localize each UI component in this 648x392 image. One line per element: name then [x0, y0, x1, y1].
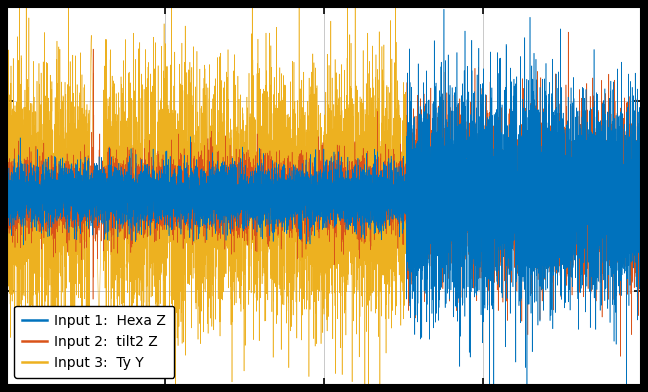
Input 2:  tilt2 Z: (0.967, -0.848): tilt2 Z: (0.967, -0.848): [616, 354, 624, 359]
Line: Input 2:  tilt2 Z: Input 2: tilt2 Z: [7, 32, 641, 356]
Input 3:  Ty Y: (1, 0.0127): Ty Y: (1, 0.0127): [637, 191, 645, 196]
Line: Input 3:  Ty Y: Input 3: Ty Y: [7, 0, 641, 392]
Input 2:  tilt2 Z: (0.0414, 0.000358): tilt2 Z: (0.0414, 0.000358): [29, 194, 37, 198]
Line: Input 1:  Hexa Z: Input 1: Hexa Z: [7, 9, 641, 392]
Input 2:  tilt2 Z: (0.0045, 0.012): tilt2 Z: (0.0045, 0.012): [6, 191, 14, 196]
Input 3:  Ty Y: (0.489, 0.00715): Ty Y: (0.489, 0.00715): [313, 192, 321, 197]
Input 1:  Hexa Z: (0.196, -0.00439): Hexa Z: (0.196, -0.00439): [128, 194, 135, 199]
Input 2:  tilt2 Z: (0, -0.0678): tilt2 Z: (0, -0.0678): [3, 207, 11, 211]
Input 1:  Hexa Z: (0.489, 0.0182): Hexa Z: (0.489, 0.0182): [313, 190, 321, 195]
Input 1:  Hexa Z: (0.947, 0.115): Hexa Z: (0.947, 0.115): [604, 172, 612, 176]
Input 3:  Ty Y: (0.947, 0.0123): Ty Y: (0.947, 0.0123): [604, 191, 612, 196]
Input 2:  tilt2 Z: (0.0598, 0.0288): tilt2 Z: (0.0598, 0.0288): [41, 188, 49, 193]
Input 1:  Hexa Z: (0.0414, 0.0266): Hexa Z: (0.0414, 0.0266): [29, 189, 37, 193]
Input 2:  tilt2 Z: (0.196, 0.00178): tilt2 Z: (0.196, 0.00178): [128, 193, 135, 198]
Input 2:  tilt2 Z: (1, -0.356): tilt2 Z: (1, -0.356): [637, 261, 645, 266]
Input 3:  Ty Y: (0.0045, 0.118): Ty Y: (0.0045, 0.118): [6, 171, 14, 176]
Input 3:  Ty Y: (0.0598, -0.65): Ty Y: (0.0598, -0.65): [41, 316, 49, 321]
Input 3:  Ty Y: (0.196, -0.607): Ty Y: (0.196, -0.607): [128, 309, 135, 313]
Input 1:  Hexa Z: (0.0598, -0.0355): Hexa Z: (0.0598, -0.0355): [41, 200, 49, 205]
Input 2:  tilt2 Z: (0.489, 0.13): tilt2 Z: (0.489, 0.13): [313, 169, 321, 174]
Input 2:  tilt2 Z: (0.947, -0.226): tilt2 Z: (0.947, -0.226): [604, 236, 612, 241]
Input 2:  tilt2 Z: (0.885, 0.867): tilt2 Z: (0.885, 0.867): [564, 30, 572, 34]
Input 1:  Hexa Z: (0, 0.0397): Hexa Z: (0, 0.0397): [3, 186, 11, 191]
Input 3:  Ty Y: (0.0414, 0.479): Ty Y: (0.0414, 0.479): [29, 103, 37, 108]
Legend: Input 1:  Hexa Z, Input 2:  tilt2 Z, Input 3:  Ty Y: Input 1: Hexa Z, Input 2: tilt2 Z, Input…: [14, 305, 174, 378]
Input 1:  Hexa Z: (0.689, 0.988): Hexa Z: (0.689, 0.988): [440, 7, 448, 11]
Input 3:  Ty Y: (0, -0.39): Ty Y: (0, -0.39): [3, 267, 11, 272]
Input 1:  Hexa Z: (0.0045, -0.0576): Hexa Z: (0.0045, -0.0576): [6, 205, 14, 209]
Input 1:  Hexa Z: (1, 0.18): Hexa Z: (1, 0.18): [637, 160, 645, 164]
